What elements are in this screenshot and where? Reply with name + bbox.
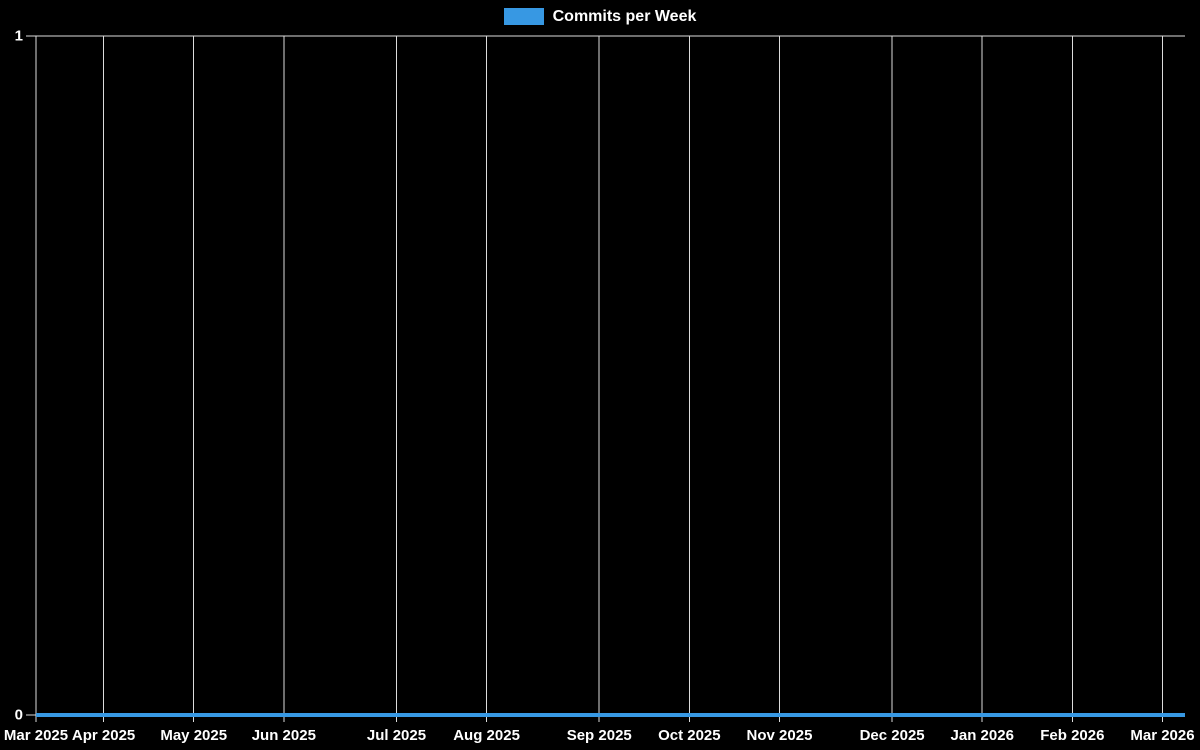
- x-tick-label: Aug 2025: [453, 727, 520, 744]
- y-tick-label: 0: [14, 706, 23, 724]
- x-tick-label: May 2025: [160, 727, 228, 744]
- y-tick-label: 1: [14, 27, 23, 45]
- x-tick-label: Apr 2025: [71, 727, 136, 744]
- legend-swatch-icon: [503, 8, 544, 25]
- x-tick-label: Dec 2025: [859, 727, 925, 744]
- x-tick-label: Feb 2026: [1040, 727, 1105, 744]
- x-tick-label: Sep 2025: [566, 727, 632, 744]
- x-tick-label: Nov 2025: [746, 727, 813, 744]
- legend[interactable]: Commits per Week: [0, 8, 1200, 25]
- x-tick-label: Oct 2025: [658, 727, 721, 744]
- x-tick-label: Mar 2025: [3, 727, 69, 744]
- legend-label: Commits per Week: [552, 8, 697, 25]
- x-tick-label: Mar 2026: [1130, 727, 1195, 744]
- x-tick-label: Jul 2025: [366, 727, 427, 744]
- x-tick-label: Jun 2025: [251, 727, 316, 744]
- x-tick-label: Jan 2026: [950, 727, 1014, 744]
